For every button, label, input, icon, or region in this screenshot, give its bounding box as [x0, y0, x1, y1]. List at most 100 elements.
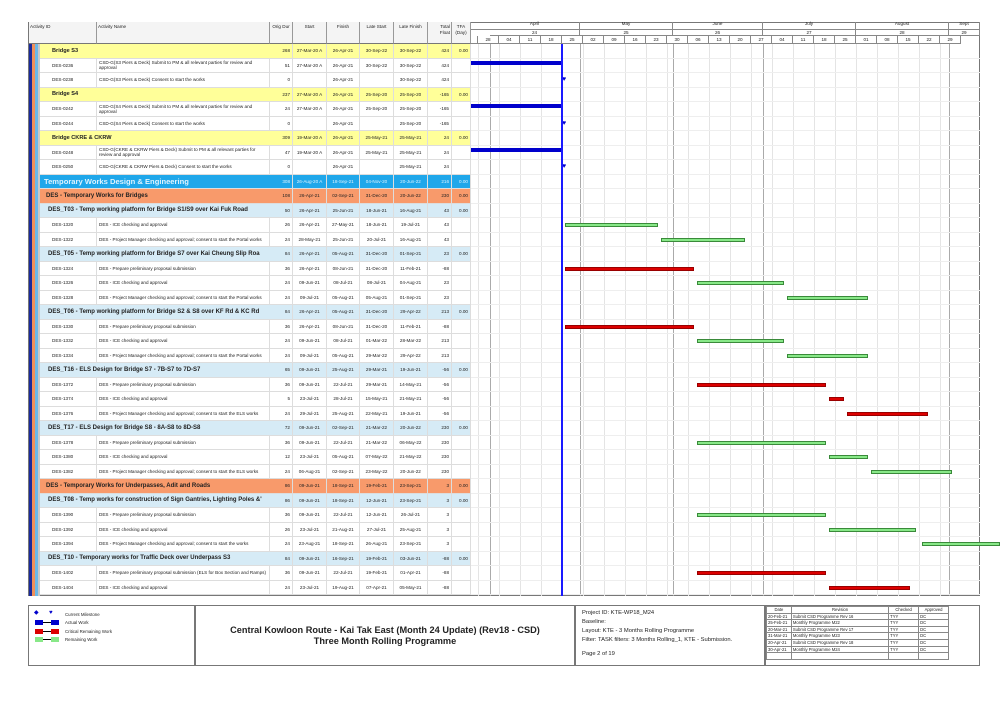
table-row-des-1332[interactable]: DES-1332 DES - ICE checking and approval 2… [40, 334, 471, 349]
remaining-work-bar[interactable] [787, 353, 868, 358]
remaining-work-bar[interactable] [697, 513, 826, 518]
remaining-work-bar[interactable] [697, 440, 826, 445]
table-row-des-1374[interactable]: DES-1374 DES - ICE checking and approval 5… [40, 392, 471, 407]
col-header-finish[interactable]: Finish [327, 22, 360, 44]
col-tf: 424 [428, 44, 452, 58]
remaining-work-bar[interactable] [787, 295, 868, 300]
col-header-late-start[interactable]: Late Start [360, 22, 394, 44]
remaining-work-bar[interactable] [697, 281, 784, 286]
table-row-des-1380[interactable]: DES-1380 DES - ICE checking and approval 1… [40, 450, 471, 465]
table-row-des-1326[interactable]: DES-1326 DES - ICE checking and approval 2… [40, 276, 471, 291]
remaining-work-bar[interactable] [871, 469, 952, 474]
remaining-work-bar[interactable] [565, 223, 658, 228]
table-row-des-0248[interactable]: DES-0248 CSD-G(CKRE & CKRW Piers & Deck) … [40, 145, 471, 160]
col-tfa [452, 435, 471, 449]
actual-work-bar[interactable] [471, 60, 561, 65]
data-date-line[interactable] [561, 44, 563, 596]
rev-cell: TYY [888, 638, 920, 647]
timescale-week: 04 [499, 36, 520, 44]
critical-work-bar[interactable] [565, 266, 694, 271]
week-gridline [940, 44, 941, 596]
wbs-stripe [35, 44, 38, 596]
table-row-s1[interactable]: Bridge S3 268 27-Mar-20 A 26-Apr-21 30-Sep-2… [40, 44, 471, 59]
col-header-late-finish[interactable]: Late Finish [394, 22, 428, 44]
month-gridline [763, 44, 764, 596]
actual-work-bar[interactable] [471, 104, 561, 108]
table-row-des-1378[interactable]: DES-1378 DES - Prepare preliminary propos… [40, 435, 471, 450]
col-lfinish: 06-May-22 [394, 435, 428, 449]
table-row-s1[interactable]: Bridge CKRE & CKRW 309 19-Mar-20 A 26-Apr-2… [40, 131, 471, 146]
col-finish: 19-Aug-21 [327, 580, 360, 594]
col-start: 27-Mar-20 A [293, 87, 327, 101]
col-header-total-float[interactable]: Total Float [428, 22, 452, 44]
remaining-work-bar[interactable] [661, 237, 745, 242]
activity-name: DES - Project Manager checking and appro… [97, 290, 270, 304]
table-row-des-1334[interactable]: DES-1334 DES - Project Manager checking a… [40, 348, 471, 363]
table-row-des-1390[interactable]: DES-1390 DES - Prepare preliminary propos… [40, 508, 471, 523]
col-tfa [452, 392, 471, 406]
activity-id: DES-1402 [40, 566, 97, 580]
table-row-des-1320[interactable]: DES-1320 DES - ICE checking and approval 2… [40, 218, 471, 233]
col-lfinish: 25-May-21 [394, 131, 428, 145]
table-row-des-0236[interactable]: DES-0236 CSD-G(S3 Piers & Deck) Submit to… [40, 58, 471, 73]
table-row-des-1376[interactable]: DES-1376 DES - Project Manager checking a… [40, 406, 471, 421]
table-row-des-0242[interactable]: DES-0242 CSD-G(S4 Piers & Deck) Submit to… [40, 102, 471, 117]
col-finish: 02-Sep-21 [327, 464, 360, 478]
table-row-des-1324[interactable]: DES-1324 DES - Prepare preliminary propos… [40, 261, 471, 276]
table-row-des-1330[interactable]: DES-1330 DES - Prepare preliminary propos… [40, 319, 471, 334]
col-lstart: 07-May-22 [360, 450, 394, 464]
table-row-des-1328[interactable]: DES-1328 DES - Project Manager checking a… [40, 290, 471, 305]
table-row-wbs2[interactable]: DES_T08 - Temp works for construction of… [40, 493, 471, 508]
table-row-des-0250[interactable]: DES-0250 CSD-G(CKRE & CKRW Piers & Deck) … [40, 160, 471, 175]
col-header-tfa[interactable]: TFA (Day) [452, 22, 471, 44]
milestone-diamond-icon[interactable]: ♥ [562, 76, 567, 84]
table-row-wbs2[interactable]: DES_T06 - Temp working platform for Brid… [40, 305, 471, 320]
col-lfinish: 20-Jun-22 [394, 189, 428, 203]
table-row-des-1402[interactable]: DES-1402 DES - Prepare preliminary propos… [40, 566, 471, 581]
table-row-wbs2[interactable]: DES_T10 - Temporary works for Traffic De… [40, 551, 471, 566]
remaining-work-bar[interactable] [697, 339, 784, 344]
table-row-des-1322[interactable]: DES-1322 DES - Project Manager checking a… [40, 232, 471, 247]
col-header-activity-name[interactable]: Activity Name [97, 22, 270, 44]
table-row-wbs2[interactable]: DES_T03 - Temp working platform for Brid… [40, 203, 471, 218]
table-row-wbs0[interactable]: Temporary Works Design & Engineering 308 2… [40, 174, 471, 189]
table-row-des-1382[interactable]: DES-1382 DES - Project Manager checking a… [40, 464, 471, 479]
col-header-start[interactable]: Start [293, 22, 327, 44]
table-row-wbs2[interactable]: DES_T16 - ELS Design for Bridge S7 - 7B-… [40, 363, 471, 378]
week-gridline [541, 44, 542, 596]
remaining-work-bar[interactable] [922, 542, 1000, 547]
col-lfinish: 21-May-21 [394, 392, 428, 406]
timescale-week: 30 [667, 36, 688, 44]
col-header-orig-dur[interactable]: Orig Dur [270, 22, 293, 44]
critical-work-bar[interactable] [565, 324, 694, 329]
activity-name: DES - ICE checking and approval [97, 580, 270, 594]
remaining-work-bar[interactable] [829, 527, 916, 532]
table-row-des-1392[interactable]: DES-1392 DES - ICE checking and approval 2… [40, 522, 471, 537]
critical-work-bar[interactable] [829, 585, 910, 590]
table-row-wbs1[interactable]: DES - Temporary Works for Underpasses, A… [40, 479, 471, 494]
table-row-des-0244[interactable]: DES-0244 CSD-G(S4 Piers & Deck) Consent t… [40, 116, 471, 131]
table-row-wbs1[interactable]: DES - Temporary Works for Bridges 108 26-A… [40, 189, 471, 204]
activity-name: DES - Prepare preliminary proposal submi… [97, 435, 270, 449]
remaining-work-bar[interactable] [829, 455, 868, 460]
table-row-des-0238[interactable]: DES-0238 CSD-G(S3 Piers & Deck) Consent t… [40, 73, 471, 88]
critical-work-bar[interactable] [847, 411, 928, 416]
critical-work-bar[interactable] [697, 382, 826, 387]
table-row-wbs2[interactable]: DES_T17 - ELS Design for Bridge S8 - 8A-… [40, 421, 471, 436]
col-dur: 47 [270, 145, 293, 159]
table-row-des-1394[interactable]: DES-1394 DES - Project Manager checking a… [40, 537, 471, 552]
critical-work-bar[interactable] [829, 397, 844, 402]
actual-work-bar[interactable] [471, 147, 561, 152]
table-row-des-1372[interactable]: DES-1372 DES - Prepare preliminary propos… [40, 377, 471, 392]
table-row-s1[interactable]: Bridge S4 237 27-Mar-20 A 26-Apr-21 25-Sep-2… [40, 87, 471, 102]
table-row-des-1404[interactable]: DES-1404 DES - ICE checking and approval 2… [40, 580, 471, 595]
col-header-activity-id[interactable]: Activity ID [29, 22, 97, 44]
col-tfa [452, 334, 471, 348]
table-row-wbs2[interactable]: DES_T05 - Temp working platform for Brid… [40, 247, 471, 262]
milestone-diamond-icon[interactable]: ♥ [562, 163, 567, 171]
critical-work-bar[interactable] [697, 571, 826, 576]
milestone-diamond-icon[interactable]: ♥ [562, 119, 567, 127]
col-lstart [360, 73, 394, 87]
col-dur: 309 [270, 131, 293, 145]
legend-swatch-milestone-icon: ◆ ♥ [34, 609, 53, 616]
